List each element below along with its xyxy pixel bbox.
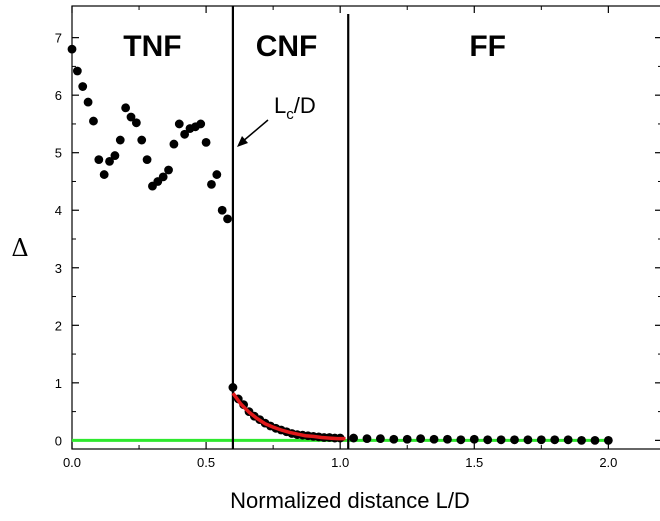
- data-point: [196, 119, 206, 129]
- data-point: [362, 434, 372, 444]
- data-point: [126, 112, 136, 122]
- data-point: [416, 434, 426, 444]
- x-tick-label: 1.5: [465, 455, 483, 470]
- data-point: [201, 137, 211, 147]
- data-point: [105, 156, 114, 166]
- data-point: [603, 435, 613, 445]
- data-point: [469, 434, 479, 444]
- x-tick-label: 0.5: [197, 455, 215, 470]
- y-axis-title: Δ: [11, 234, 28, 262]
- data-point: [99, 170, 109, 179]
- data-point: [228, 383, 238, 392]
- data-point: [89, 116, 98, 126]
- data-point: [577, 435, 586, 445]
- data-point: [115, 135, 125, 145]
- data-point: [212, 170, 222, 179]
- data-point: [536, 435, 546, 445]
- data-point: [483, 435, 493, 445]
- data-point: [402, 434, 412, 444]
- data-point: [496, 435, 506, 445]
- data-point: [164, 165, 173, 175]
- plot-frame: [71, 5, 660, 450]
- data-point: [223, 214, 232, 224]
- data-point: [590, 435, 600, 445]
- data-point: [137, 135, 147, 145]
- data-point: [158, 172, 168, 182]
- data-point: [169, 139, 179, 149]
- data-point: [456, 435, 466, 445]
- data-point: [142, 155, 152, 165]
- annotation-group: Lc/D: [237, 93, 316, 147]
- x-axis-title: Normalized distance L/D: [230, 488, 470, 513]
- annotation-arrow-head: [237, 136, 248, 147]
- region-label: CNF: [256, 30, 318, 63]
- data-point: [94, 155, 104, 165]
- x-tick-label: 2.0: [599, 455, 617, 470]
- data-point: [131, 118, 141, 128]
- region-label: TNF: [123, 30, 181, 63]
- annotation-label: Lc/D: [274, 93, 316, 123]
- x-tick-label: 1.0: [331, 455, 349, 470]
- y-tick-label: 1: [55, 376, 62, 391]
- data-point: [349, 433, 358, 443]
- data-point: [443, 434, 452, 444]
- data-point: [550, 435, 560, 445]
- region-labels: TNF CNF FF: [123, 30, 506, 63]
- data-point: [429, 434, 439, 444]
- y-tick-label: 4: [55, 203, 62, 218]
- boundaries-group: [231, 6, 350, 449]
- data-point: [376, 434, 385, 444]
- y-tick-label: 5: [55, 146, 62, 161]
- region-label: FF: [469, 30, 506, 63]
- data-point: [389, 434, 399, 444]
- data-point: [67, 44, 77, 54]
- y-tick-label: 7: [55, 31, 62, 46]
- data-point: [78, 82, 88, 91]
- data-point: [72, 66, 82, 76]
- fit-line: [231, 392, 346, 441]
- data-point: [180, 129, 190, 139]
- fit-group: [231, 392, 346, 441]
- data-point: [510, 435, 519, 445]
- annotation-arrow-shaft: [241, 119, 269, 143]
- y-tick-label: 6: [55, 88, 62, 103]
- data-point: [523, 435, 533, 445]
- data-point: [83, 97, 93, 107]
- data-point: [110, 151, 120, 160]
- x-tick-label: 0.0: [63, 455, 81, 470]
- data-point: [563, 435, 573, 445]
- y-tick-label: 2: [55, 318, 62, 333]
- y-tick-label: 3: [55, 261, 62, 276]
- axis-ticks: 0.0 0.5 1.0 1.5 2.0 0 1 2 3 4 5 6 7: [55, 6, 660, 470]
- y-tick-label: 0: [55, 433, 62, 448]
- data-point: [207, 179, 216, 189]
- data-point: [217, 205, 227, 215]
- data-point: [174, 119, 184, 129]
- data-points: [67, 44, 613, 445]
- data-point: [121, 103, 131, 113]
